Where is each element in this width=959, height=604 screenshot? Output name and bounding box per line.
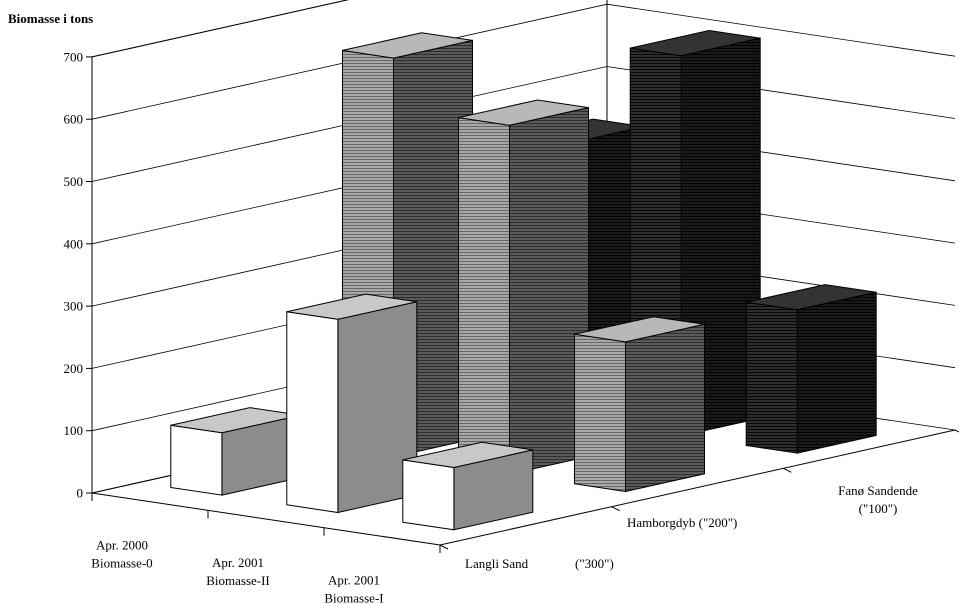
- bar-top: [342, 32, 473, 59]
- bar-0-0: [170, 407, 302, 496]
- y-tick-label: 400: [64, 236, 84, 251]
- category-label: Biomasse-II: [206, 573, 270, 588]
- bar-side: [625, 323, 705, 493]
- category-label: Apr. 2001: [212, 555, 264, 570]
- bar-front: [574, 333, 626, 493]
- bars: [170, 29, 877, 531]
- series-label: ("300"): [575, 556, 614, 571]
- bar-front: [402, 459, 455, 531]
- y-tick-label: 100: [64, 423, 84, 438]
- bar-0-1: [286, 293, 418, 514]
- gridline: [91, 3, 956, 120]
- bar-top: [286, 293, 417, 320]
- bar-top: [574, 316, 705, 343]
- bar-2-2: [745, 284, 877, 454]
- y-tick-label: 200: [64, 361, 84, 376]
- series-label: ("100"): [859, 501, 898, 516]
- bar-front: [170, 424, 223, 496]
- gridline: [91, 66, 956, 182]
- category-label: Apr. 2001: [328, 572, 380, 587]
- series-tick: [611, 506, 620, 512]
- chart-title: Biomasse i tons: [8, 11, 93, 26]
- axis-labels: 0 100 200 300 400 500 600 700 Apr. 2000 Biomasse-…: [64, 49, 919, 604]
- wall-top-edge: [91, 0, 350, 58]
- y-tick-label: 500: [64, 174, 84, 189]
- bar-top: [746, 284, 877, 311]
- category-label: Apr. 2000: [96, 538, 148, 553]
- bar-top: [630, 29, 761, 57]
- series-label: Fanø Sandende: [838, 483, 918, 498]
- bar-front: [286, 311, 339, 514]
- series-tick: [439, 544, 449, 550]
- category-label: Biomasse-I: [324, 590, 383, 604]
- series-label: Langli Sand: [465, 556, 529, 571]
- y-tick-label: 300: [64, 299, 84, 314]
- bar-1-1: [458, 99, 589, 475]
- y-tick-label: 0: [77, 486, 84, 501]
- bar-side: [796, 291, 877, 454]
- series-tick: [954, 429, 959, 433]
- bar-1-2: [574, 316, 705, 493]
- bar-top: [458, 99, 589, 126]
- bar-front: [745, 301, 798, 454]
- bar-0-2: [402, 441, 534, 531]
- series-label: Hamborgdyb ("200"): [627, 515, 737, 530]
- category-label: Biomasse-0: [91, 556, 152, 571]
- series-tick: [783, 467, 792, 473]
- bar-top: [402, 441, 533, 469]
- gridline: [91, 0, 349, 58]
- bar-front: [458, 117, 510, 475]
- y-tick-label: 600: [64, 112, 84, 127]
- y-tick-label: 700: [64, 49, 84, 64]
